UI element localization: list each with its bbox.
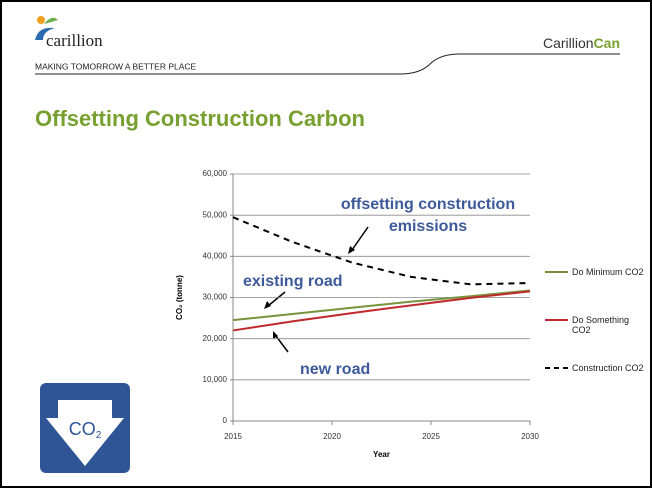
annotation: existing road <box>243 273 343 290</box>
series-line <box>232 289 531 322</box>
icon-co: CO <box>69 419 96 439</box>
y-tick-label: 30,000 <box>203 293 228 302</box>
arrow-head <box>264 301 271 309</box>
tagline: MAKING TOMORROW A BETTER PLACE <box>35 61 197 71</box>
x-tick-label: 2015 <box>224 432 242 441</box>
y-tick-label: 60,000 <box>203 169 228 178</box>
header-rule <box>35 53 620 75</box>
x-tick-label: 2030 <box>521 432 539 441</box>
legend-label: Construction CO2 <box>572 363 644 373</box>
legend-label: Do Something CO2 <box>572 315 630 335</box>
icon-arrow <box>46 400 124 466</box>
logo-leaf <box>44 17 58 24</box>
arrow <box>351 226 369 251</box>
y-tick-label: 0 <box>223 416 228 425</box>
y-tick-label: 20,000 <box>203 334 228 343</box>
arrow-head <box>273 331 278 339</box>
y-axis-label: CO₂ (tonne) <box>175 275 184 320</box>
arrow-head <box>348 246 355 254</box>
icon-sub: 2 <box>96 430 102 441</box>
logo-dot <box>37 16 45 24</box>
x-tick-label: 2020 <box>323 432 341 441</box>
y-tick-label: 50,000 <box>203 210 228 219</box>
x-axis-label: Year <box>373 450 390 459</box>
logo-swoosh <box>35 27 55 40</box>
y-tick-label: 40,000 <box>203 251 228 260</box>
legend-label: Do Minimum CO2 <box>572 267 644 277</box>
series-line <box>232 216 531 286</box>
logo-text: carillion <box>46 31 103 50</box>
annotation: offsetting construction emissions <box>340 196 516 235</box>
y-tick-label: 10,000 <box>203 375 228 384</box>
brand-accent: Can <box>594 35 620 51</box>
brand-name: Carillion <box>543 35 594 51</box>
slide-title: Offsetting Construction Carbon <box>35 106 365 131</box>
icon-text: CO2 <box>69 419 102 441</box>
x-tick-label: 2025 <box>422 432 440 441</box>
annotation: new road <box>300 361 371 378</box>
brand: CarillionCan <box>543 35 620 51</box>
arrow <box>267 291 286 307</box>
series-line <box>232 290 531 332</box>
